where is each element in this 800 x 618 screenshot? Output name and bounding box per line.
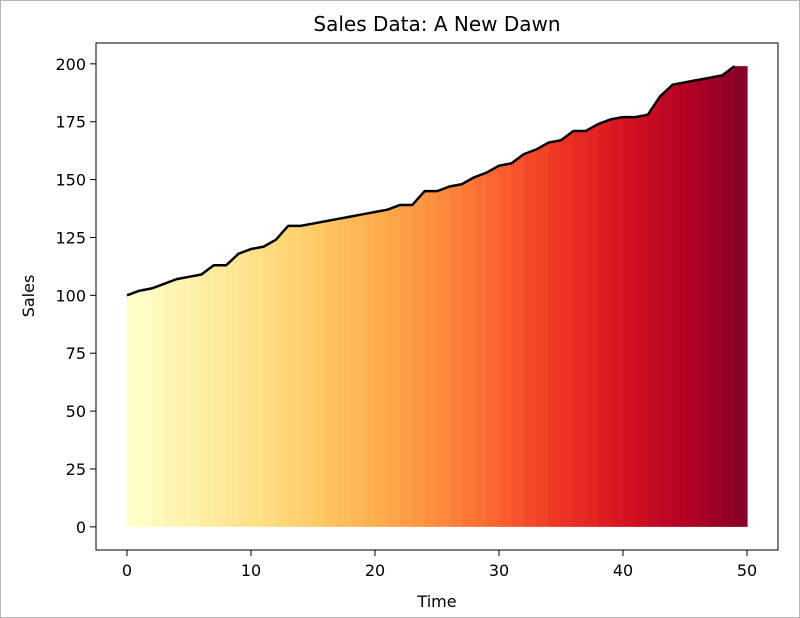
area-band <box>238 249 252 527</box>
y-axis-label: Sales <box>19 275 38 318</box>
area-band <box>610 117 624 527</box>
area-band <box>536 142 550 527</box>
area-band <box>461 177 475 527</box>
area-band <box>387 205 401 527</box>
y-axis-ticks: 0 25 50 75 100 125 150 175 200 <box>55 55 96 537</box>
area-band <box>660 84 674 527</box>
y-tick-label: 125 <box>55 228 86 247</box>
area-band <box>325 218 339 527</box>
y-tick-label: 200 <box>55 55 86 74</box>
area-band <box>226 253 240 527</box>
area-band <box>251 246 264 527</box>
area-band <box>672 82 686 527</box>
area-band <box>474 172 488 527</box>
series-line <box>126 65 736 297</box>
plot-frame <box>95 42 779 551</box>
x-tick-label: 50 <box>737 561 757 580</box>
y-tick-label: 75 <box>66 344 86 363</box>
area-band <box>213 265 227 527</box>
area-band <box>722 66 736 527</box>
area-band <box>350 214 364 527</box>
area-band <box>499 163 512 527</box>
chart-title: Sales Data: A New Dawn <box>313 12 560 36</box>
area-band <box>362 212 376 527</box>
x-tick-label: 20 <box>365 561 385 580</box>
area-band <box>585 124 599 527</box>
x-tick-label: 30 <box>489 561 509 580</box>
area-band <box>709 75 723 527</box>
area-band <box>647 96 661 527</box>
area-band <box>164 279 178 527</box>
area-band <box>201 265 215 527</box>
area-band <box>685 80 698 527</box>
y-tick-label: 0 <box>76 518 86 537</box>
area-band <box>635 114 649 527</box>
x-tick-label: 10 <box>241 561 261 580</box>
area-band <box>486 165 500 527</box>
area-band <box>399 205 413 527</box>
area-band <box>598 119 612 527</box>
area-bands <box>127 66 748 527</box>
area-band <box>127 290 140 527</box>
area-band <box>263 239 277 527</box>
area-band <box>561 130 574 527</box>
area-band <box>275 225 289 527</box>
area-band <box>623 117 636 527</box>
area-band <box>573 130 587 527</box>
area-band <box>189 274 202 527</box>
x-axis-label: Time <box>416 592 456 611</box>
y-tick-label: 175 <box>55 113 86 132</box>
y-tick-label: 25 <box>66 460 86 479</box>
area-band <box>548 140 562 527</box>
area-band <box>511 154 525 527</box>
area-band <box>151 283 165 527</box>
x-tick-label: 0 <box>122 561 132 580</box>
area-band <box>375 209 388 527</box>
area-band <box>288 225 302 527</box>
area-band <box>734 66 748 527</box>
area-band <box>337 216 351 527</box>
area-band <box>424 191 438 527</box>
area-band <box>412 191 426 527</box>
area-band <box>523 149 537 527</box>
y-tick-label: 150 <box>55 171 86 190</box>
area-band <box>697 77 711 527</box>
area-band <box>176 276 190 527</box>
area-band <box>300 223 314 527</box>
x-tick-label: 40 <box>613 561 633 580</box>
area-band <box>449 184 463 527</box>
area-band <box>139 288 153 527</box>
y-tick-label: 50 <box>66 402 86 421</box>
area-band <box>437 186 450 527</box>
area-band <box>313 221 326 527</box>
x-axis-ticks: 0 10 20 30 40 50 <box>122 550 757 580</box>
y-tick-label: 100 <box>55 286 86 305</box>
